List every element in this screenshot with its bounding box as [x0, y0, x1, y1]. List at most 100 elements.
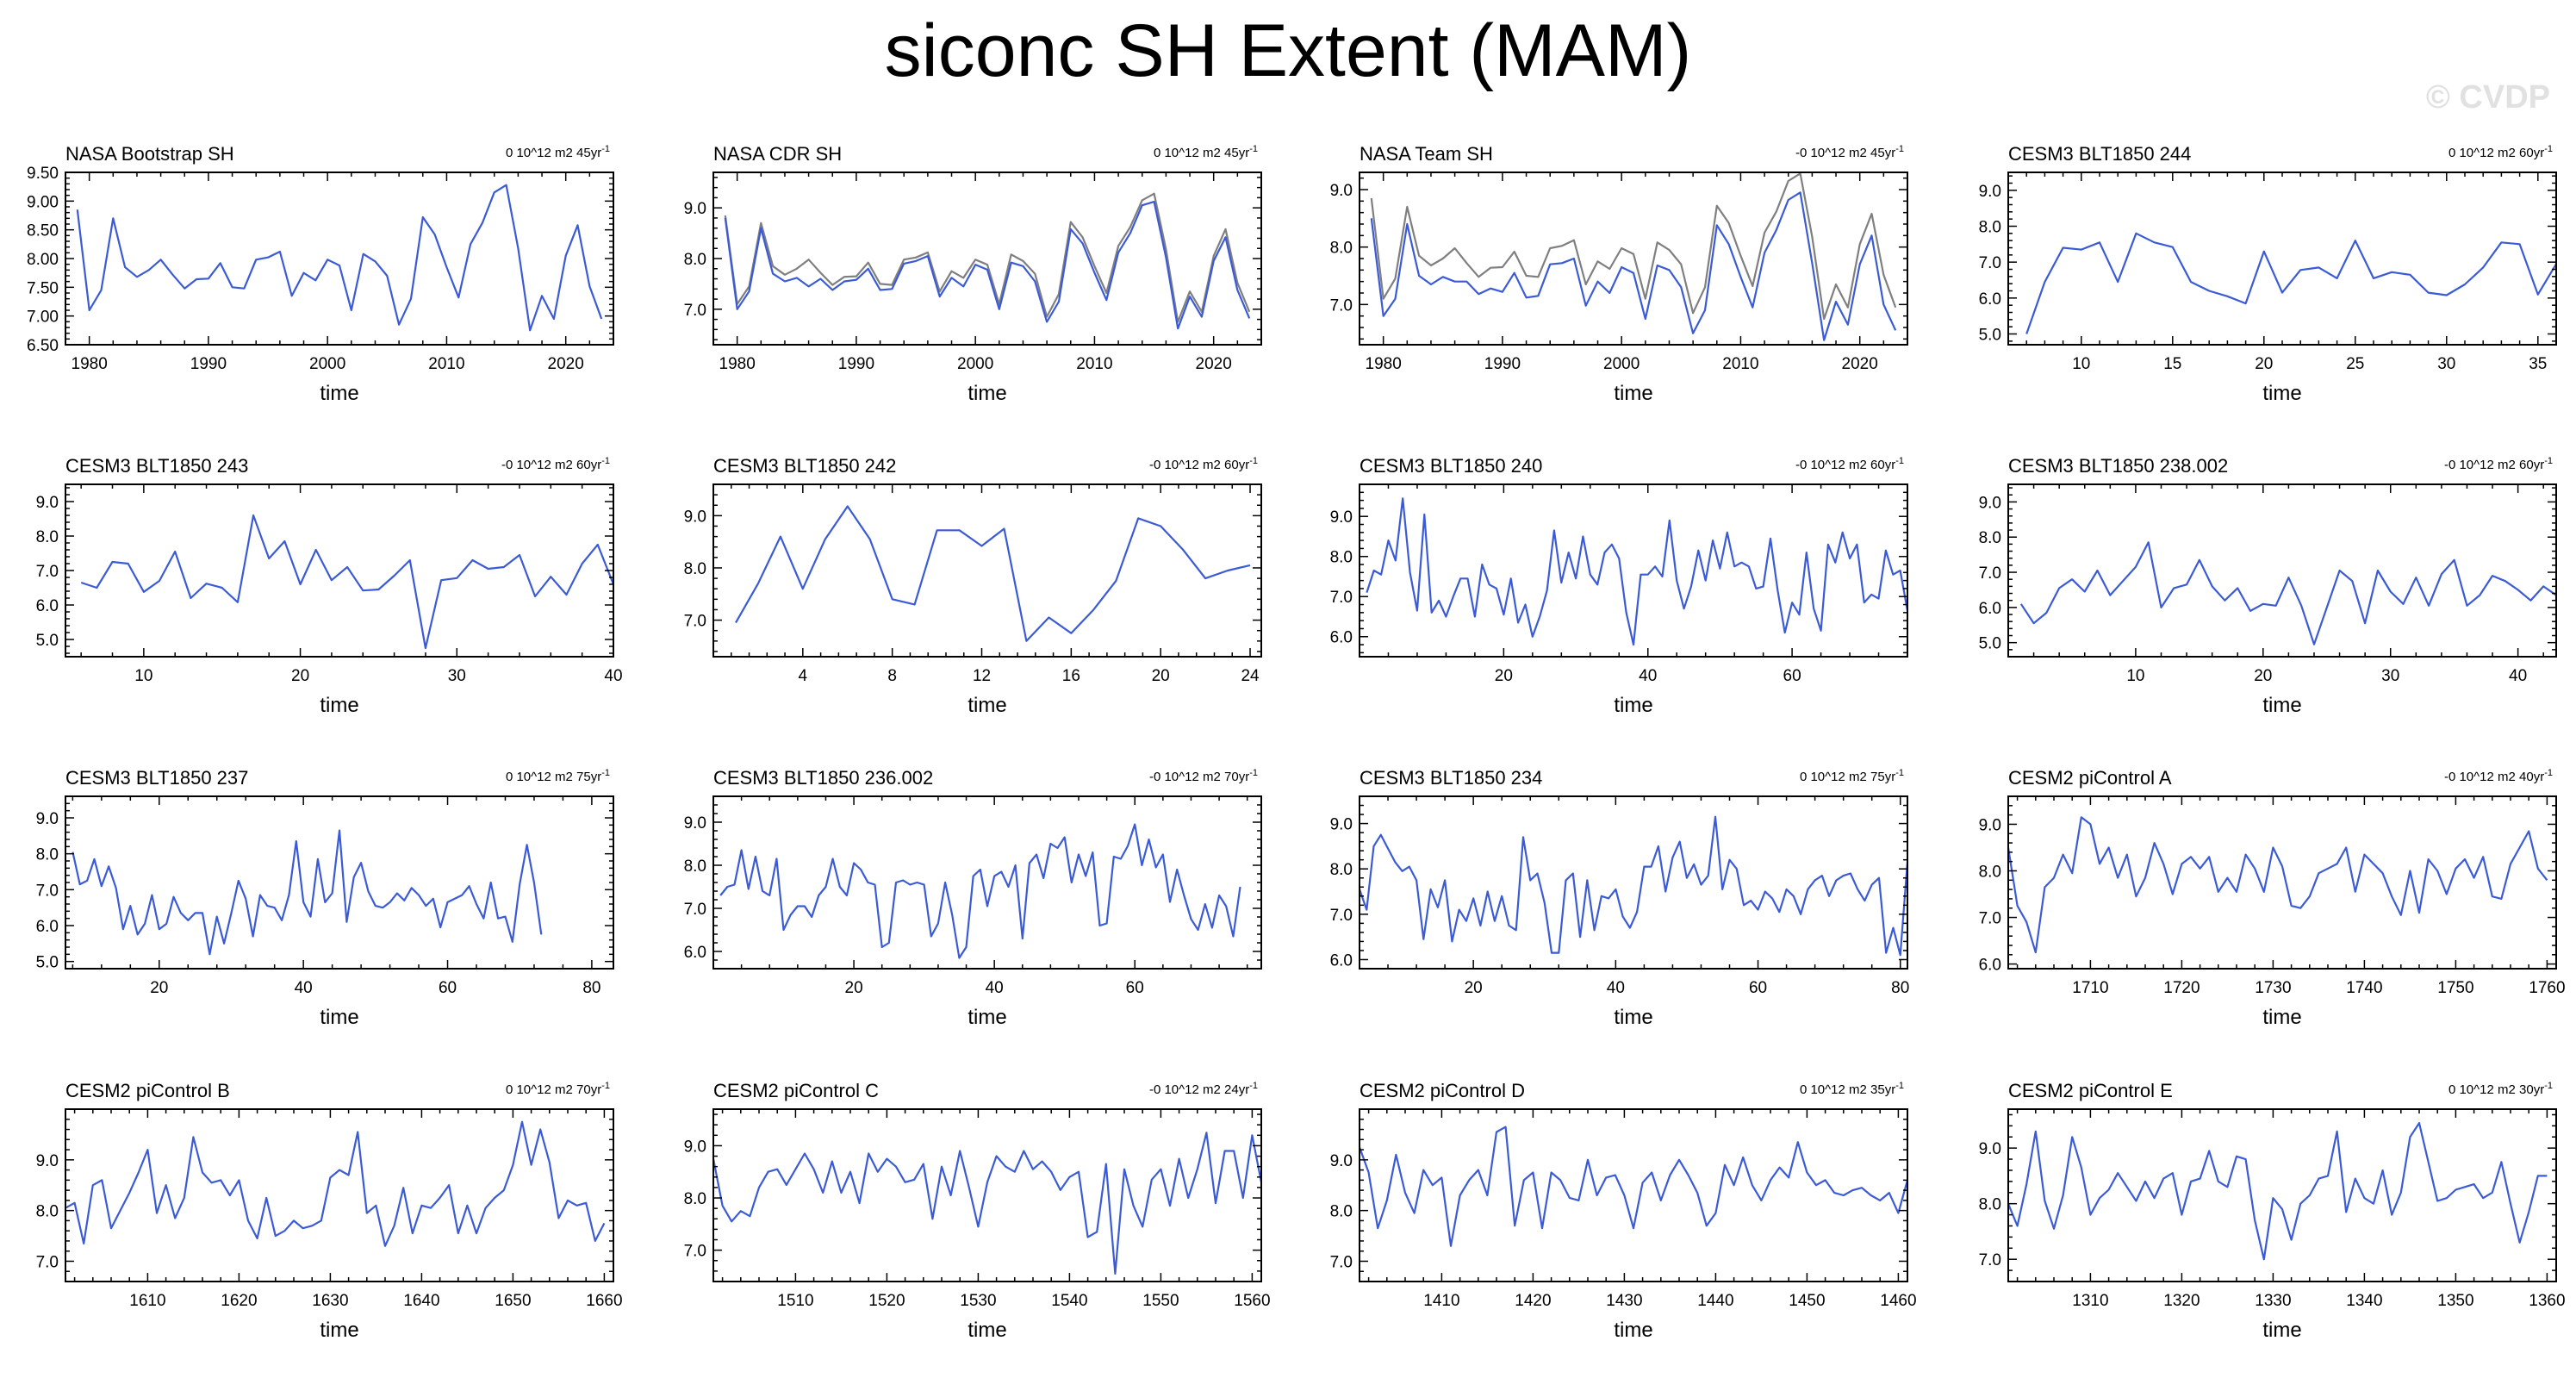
y-tick-label: 9.0 [684, 814, 706, 833]
x-tick-label: 1460 [1880, 1292, 1916, 1310]
y-tick-label: 6.0 [1979, 290, 2001, 309]
chart-panel: CESM3 BLT1850 240 -0 10^12 m2 60yr-1 20 40 6… [1330, 455, 1908, 717]
y-tick-label: 7.0 [36, 882, 59, 900]
y-tick-label: 7.0 [684, 302, 706, 320]
series-line [713, 1132, 1261, 1275]
y-tick-label: 5.0 [36, 632, 59, 650]
y-tick-label: 7.50 [27, 279, 59, 297]
x-axis-title: time [1614, 694, 1652, 717]
series-line [719, 823, 1241, 959]
chart-stat-label: 0 10^12 m2 70yr-1 [506, 1081, 610, 1097]
y-tick-label: 7.0 [684, 901, 706, 919]
y-tick-label: 7.0 [1979, 1251, 2001, 1269]
y-tick-label: 7.0 [1330, 296, 1353, 315]
chart-title: CESM3 BLT1850 242 [713, 455, 896, 477]
x-tick-label: 2020 [1842, 355, 1878, 373]
series-line [735, 505, 1251, 642]
chart-panel: CESM3 BLT1850 244 0 10^12 m2 60yr-1 10 15 20… [1979, 143, 2557, 405]
series-line [1370, 191, 1897, 341]
x-tick-label: 30 [2437, 355, 2455, 373]
x-tick-label: 40 [604, 667, 622, 685]
x-tick-label: 1710 [2072, 979, 2108, 997]
x-tick-label: 20 [291, 667, 309, 685]
x-tick-label: 1660 [586, 1292, 622, 1310]
y-tick-label: 8.0 [1979, 219, 2001, 237]
x-tick-label: 1980 [719, 355, 756, 373]
series-line [2019, 541, 2556, 645]
y-tick-label: 9.0 [684, 1138, 706, 1156]
x-tick-label: 2020 [548, 355, 584, 373]
x-tick-label: 2000 [309, 355, 345, 373]
x-tick-label: 1510 [777, 1292, 813, 1310]
chart-frame [1359, 483, 1908, 658]
x-axis-title: time [2262, 694, 2301, 717]
chart-panel: CESM2 piControl C -0 10^12 m2 24yr-1 1510 1… [684, 1080, 1271, 1342]
x-tick-label: 35 [2529, 355, 2547, 373]
y-tick-label: 8.0 [1330, 240, 1353, 258]
series-line [1360, 815, 1907, 957]
chart-stat-value: 0 10^12 m2 45yr [506, 146, 601, 160]
x-tick-label: 60 [1783, 667, 1801, 685]
x-tick-label: 60 [1749, 979, 1767, 997]
chart-stat-label: -0 10^12 m2 60yr-1 [2444, 456, 2553, 472]
y-tick-label: 7.0 [36, 1253, 59, 1271]
y-tick-label: 9.0 [684, 200, 706, 218]
y-tick-label: 8.0 [36, 1203, 59, 1221]
y-tick-label: 9.0 [1979, 494, 2001, 512]
chart-title: CESM2 piControl B [65, 1080, 230, 1101]
chart-stat-value: -0 10^12 m2 45yr [1795, 146, 1895, 160]
y-tick-label: 8.50 [27, 222, 59, 240]
x-tick-label: 1340 [2346, 1292, 2382, 1310]
x-tick-label: 1990 [1484, 355, 1521, 373]
series-line [1360, 1126, 1907, 1247]
x-tick-label: 2000 [1603, 355, 1640, 373]
y-tick-label: 9.0 [1330, 182, 1353, 200]
y-tick-label: 7.0 [1330, 1253, 1353, 1271]
x-tick-label: 2010 [428, 355, 464, 373]
x-tick-label: 1330 [2255, 1292, 2291, 1310]
y-tick-label: 8.0 [36, 528, 59, 546]
x-tick-label: 24 [1241, 667, 1260, 685]
x-tick-label: 1530 [960, 1292, 996, 1310]
x-tick-label: 10 [134, 667, 152, 685]
x-axis-title: time [320, 1006, 358, 1029]
x-axis-title: time [2262, 1006, 2301, 1029]
chart-panel: CESM3 BLT1850 243 -0 10^12 m2 60yr-1 10 20 3… [36, 455, 623, 717]
chart-stat-value: 0 10^12 m2 75yr [1800, 770, 1895, 784]
y-tick-label: 7.0 [684, 1243, 706, 1261]
y-tick-label: 6.0 [1979, 957, 2001, 975]
x-axis-title: time [2262, 382, 2301, 405]
y-tick-label: 9.0 [684, 508, 706, 526]
chart-panel: NASA Bootstrap SH 0 10^12 m2 45yr-1 1980 19… [27, 143, 614, 405]
y-tick-label: 9.00 [27, 193, 59, 211]
chart-stat-label: -0 10^12 m2 24yr-1 [1149, 1081, 1258, 1097]
x-tick-label: 2020 [1196, 355, 1232, 373]
y-tick-label: 7.00 [27, 309, 59, 327]
chart-title: CESM3 BLT1850 234 [1360, 767, 1542, 789]
y-tick-label: 8.0 [684, 858, 706, 876]
chart-stat-value: -0 10^12 m2 70yr [1149, 770, 1249, 784]
x-tick-label: 1630 [312, 1292, 348, 1310]
chart-stat-value: 0 10^12 m2 75yr [506, 770, 601, 784]
x-tick-label: 1740 [2346, 979, 2382, 997]
x-tick-label: 1650 [495, 1292, 531, 1310]
series-line [1366, 497, 1907, 646]
x-tick-label: 40 [986, 979, 1004, 997]
chart-stat-superscript: -1 [1249, 768, 1258, 778]
x-tick-label: 2010 [1076, 355, 1112, 373]
chart-panel: CESM3 BLT1850 237 0 10^12 m2 75yr-1 20 40 60… [36, 767, 614, 1029]
y-tick-label: 6.0 [1330, 629, 1353, 647]
chart-stat-label: -0 10^12 m2 60yr-1 [501, 456, 610, 472]
chart-title: CESM2 piControl C [713, 1080, 879, 1101]
chart-stat-value: -0 10^12 m2 60yr [501, 458, 601, 472]
chart-stat-label: -0 10^12 m2 70yr-1 [1149, 768, 1258, 784]
obs-series-line [724, 192, 1251, 323]
x-tick-label: 1320 [2163, 1292, 2200, 1310]
x-tick-label: 20 [1465, 979, 1483, 997]
chart-frame [1359, 1108, 1908, 1282]
x-tick-label: 20 [150, 979, 168, 997]
y-tick-label: 9.50 [27, 165, 59, 183]
chart-stat-label: 0 10^12 m2 75yr-1 [506, 768, 610, 784]
x-tick-label: 1540 [1051, 1292, 1087, 1310]
x-tick-label: 30 [448, 667, 466, 685]
